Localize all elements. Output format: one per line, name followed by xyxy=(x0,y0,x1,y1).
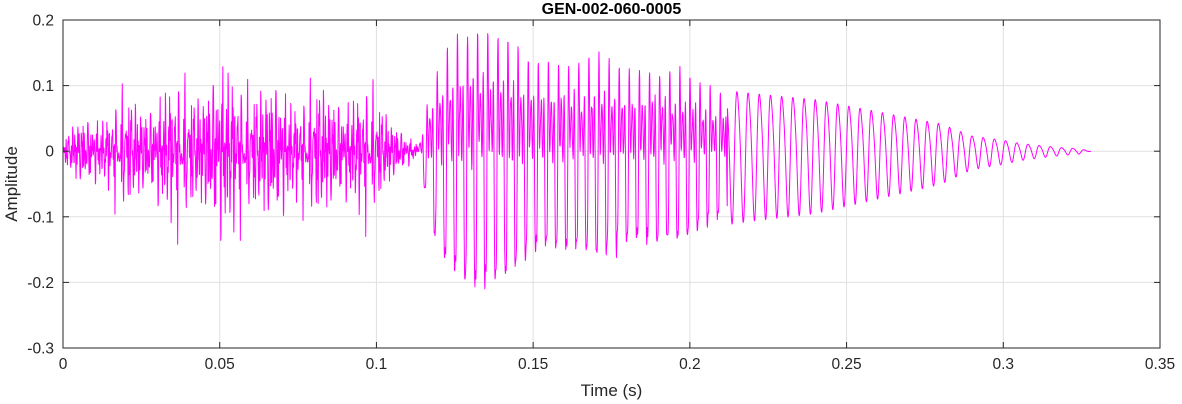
y-axis-label: Amplitude xyxy=(2,146,21,222)
svg-text:-0.2: -0.2 xyxy=(27,275,54,292)
tick-marks xyxy=(62,19,1161,349)
svg-text:-0.1: -0.1 xyxy=(27,209,54,226)
x-tick-labels: 0 0.05 0.1 0.15 0.2 0.25 0.3 0.35 xyxy=(59,356,1175,373)
svg-text:-0.3: -0.3 xyxy=(27,341,54,358)
svg-text:0: 0 xyxy=(45,144,54,161)
svg-text:0.2: 0.2 xyxy=(679,356,701,373)
svg-text:0.3: 0.3 xyxy=(993,356,1015,373)
svg-text:0.1: 0.1 xyxy=(32,78,54,95)
svg-text:0.15: 0.15 xyxy=(518,356,548,373)
waveform-line xyxy=(63,33,1092,290)
svg-text:0: 0 xyxy=(59,356,68,373)
chart-title: GEN-002-060-0005 xyxy=(542,1,682,18)
y-tick-labels: -0.3 -0.2 -0.1 0 0.1 0.2 xyxy=(27,13,54,358)
svg-text:0.35: 0.35 xyxy=(1145,356,1175,373)
x-axis-label: Time (s) xyxy=(581,381,643,400)
plot-border xyxy=(62,19,1161,349)
svg-text:0.1: 0.1 xyxy=(366,356,388,373)
svg-text:0.25: 0.25 xyxy=(831,356,861,373)
svg-text:0.2: 0.2 xyxy=(32,13,54,30)
svg-text:0.05: 0.05 xyxy=(205,356,235,373)
